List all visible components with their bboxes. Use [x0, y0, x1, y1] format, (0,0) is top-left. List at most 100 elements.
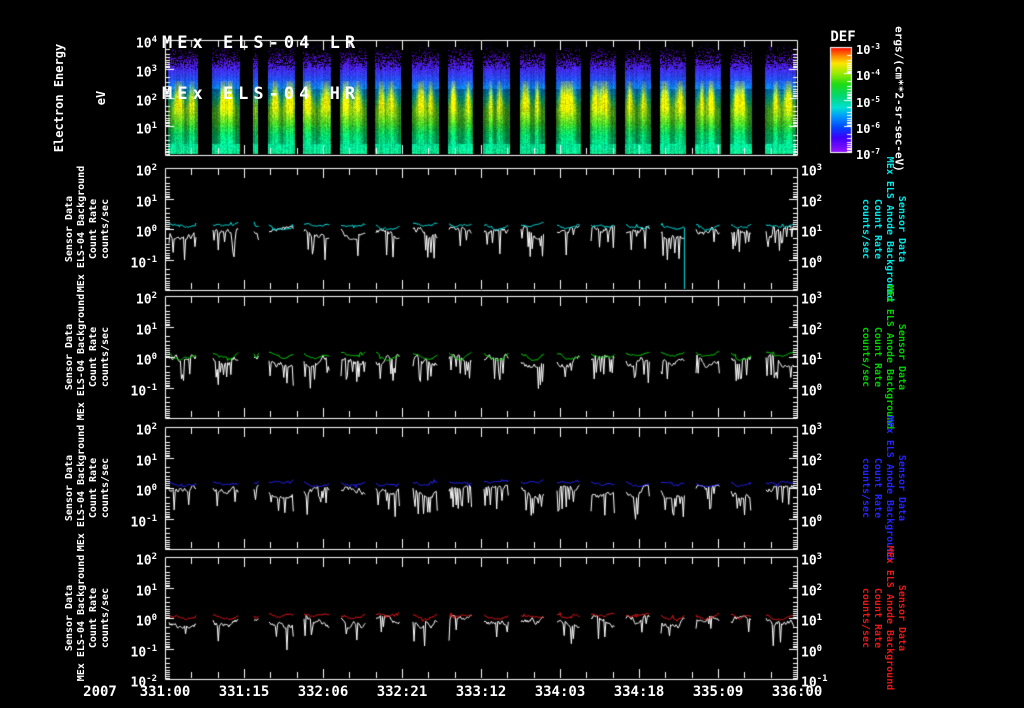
ytick-spectrogram-10e3: 103	[135, 63, 157, 81]
ytick-right-panel1-10e1: 101	[801, 224, 823, 241]
axis-label-line: MEx ELS-04 Background	[76, 554, 87, 682]
xtick-331:15: 331:15	[218, 684, 270, 700]
ytick-left-panel4-10e2: 102	[135, 552, 157, 569]
ytick-spectrogram-10e4: 104	[135, 35, 157, 52]
ytick-right-panel4-10e0: 100	[801, 643, 823, 660]
colorbar-tick-10e-6: 10-6	[856, 120, 881, 136]
axis-label-line: MEx ELS Anode Background	[884, 415, 895, 561]
left-axis-label-panel1: Sensor Data MEx ELS-04 Background Count Ra…	[64, 166, 112, 292]
ytick-left-panel3-10e1: 101	[135, 452, 157, 469]
axis-label-line: MEx ELS Anode Background	[884, 545, 895, 691]
colorbar-tick-10e-3: 10-3	[856, 42, 881, 57]
ytick-left-panel3-10e2: 102	[135, 422, 157, 439]
axis-label-line: MEx ELS-04 Background	[76, 165, 87, 293]
axis-label-line: counts/sec	[860, 457, 871, 519]
colorbar-tick-10e-4: 10-4	[856, 68, 881, 84]
xtick-332:21: 332:21	[376, 684, 428, 700]
ytick-left-panel2-10e2: 102	[135, 291, 157, 308]
axis-label-line: MEx ELS-04 Background	[76, 424, 87, 552]
axis-label-line: counts/sec	[860, 587, 871, 649]
ytick-left-panel1-10e1: 101	[135, 193, 157, 210]
axis-label-line: MEx ELS Anode Background	[884, 284, 895, 430]
colorbar-tick-10e-5: 10-5	[856, 94, 881, 110]
right-axis-label-panel3: Sensor Data MEx ELS Anode Background Count…	[859, 416, 907, 561]
axis-label-line: Sensor Data	[64, 323, 75, 391]
left-axis-label-panel2: Sensor Data MEx ELS-04 Background Count Ra…	[64, 294, 112, 420]
axis-label-line: Count Rate	[872, 198, 883, 260]
ytick-spectrogram-10e1: 101	[135, 121, 157, 138]
ytick-right-panel2-10e0: 100	[801, 382, 823, 399]
axis-label-line: Sensor Data	[896, 584, 907, 652]
ytick-right-panel4-10e2: 102	[801, 582, 823, 599]
xtick-332:06: 332:06	[297, 684, 349, 700]
ytick-right-panel4-10e3: 103	[801, 552, 823, 569]
axis-label-line: counts/sec	[860, 198, 871, 260]
ytick-right-panel1-10e0: 100	[801, 254, 823, 271]
axis-label-line: Sensor Data	[896, 454, 907, 522]
ytick-left-panel4-10e1: 101	[135, 582, 157, 599]
y-axis-label-line: Electron Energy	[52, 43, 66, 153]
ytick-left-panel1-10e0: 100	[135, 224, 157, 241]
axis-label-line: Sensor Data	[896, 195, 907, 263]
x-axis-year-label: 2007	[83, 684, 117, 700]
ytick-right-panel3-10e2: 102	[801, 452, 823, 469]
axis-label-line: counts/sec	[100, 326, 111, 388]
axis-label-line: Count Rate	[88, 198, 99, 260]
colorbar-tick-10e-7: 10-7	[856, 147, 881, 162]
axis-label-line: Count Rate	[88, 587, 99, 649]
ytick-right-panel1-10e2: 102	[801, 193, 823, 210]
xtick-334:03: 334:03	[534, 684, 586, 700]
left-axis-label-panel4: Sensor Data MEx ELS-04 Background Count Ra…	[64, 555, 112, 681]
xtick-334:18: 334:18	[613, 684, 665, 700]
ytick-left-panel4-10e-1: 10-1	[130, 643, 158, 660]
ytick-left-panel4-10e-2: 10-2	[130, 674, 158, 691]
axis-label-line: Count Rate	[88, 326, 99, 388]
right-axis-label-panel4: Sensor Data MEx ELS Anode Background Count…	[859, 546, 907, 691]
ytick-left-panel2-10e0: 100	[135, 352, 157, 369]
ytick-right-panel3-10e3: 103	[801, 422, 823, 439]
colorbar-title: DEF	[830, 29, 856, 45]
ytick-spectrogram-10e2: 102	[135, 92, 157, 109]
right-axis-label-panel1: Sensor Data MEx ELS Anode Background Count…	[859, 157, 907, 302]
plot-title-block: MEx ELS-04 LR MEx ELS-04 HR	[162, 1, 360, 137]
plot-title-lr: MEx ELS-04 LR	[162, 33, 361, 53]
ytick-right-panel1-10e3: 103	[801, 163, 823, 180]
ytick-right-panel2-10e2: 102	[801, 321, 823, 338]
colorbar-units-label: ergs/(cm**2-sr-sec-eV)	[892, 26, 906, 172]
ytick-left-panel1-10e2: 102	[135, 163, 157, 180]
xtick-336:00: 336:00	[771, 684, 823, 700]
axis-label-line: Sensor Data	[64, 584, 75, 652]
ytick-right-panel2-10e3: 103	[801, 291, 823, 308]
axis-label-line: MEx ELS-04 Background	[76, 293, 87, 421]
axis-label-line: counts/sec	[100, 198, 111, 260]
axis-label-line: Sensor Data	[896, 323, 907, 391]
ytick-left-panel3-10e-1: 10-1	[130, 513, 158, 530]
left-axis-label-panel3: Sensor Data MEx ELS-04 Background Count Ra…	[64, 425, 112, 551]
ytick-right-panel2-10e1: 101	[801, 352, 823, 369]
axis-label-line: Count Rate	[872, 457, 883, 519]
ytick-right-panel3-10e0: 100	[801, 513, 823, 530]
ytick-left-panel2-10e-1: 10-1	[130, 382, 158, 399]
ytick-left-panel1-10e-1: 10-1	[130, 254, 158, 271]
axis-label-line: counts/sec	[100, 457, 111, 519]
ytick-right-panel4-10e-1: 10-1	[801, 674, 828, 691]
plot-title-hr: MEx ELS-04 HR	[162, 84, 361, 104]
xtick-331:00: 331:00	[139, 684, 191, 700]
axis-label-line: Count Rate	[88, 457, 99, 519]
axis-label-line: counts/sec	[100, 587, 111, 649]
ytick-right-panel4-10e1: 101	[801, 613, 823, 630]
ytick-left-panel4-10e0: 100	[135, 613, 157, 630]
axis-label-line: counts/sec	[860, 326, 871, 388]
ytick-left-panel2-10e1: 101	[135, 321, 157, 338]
right-axis-label-panel2: Sensor Data MEx ELS Anode Background Count…	[859, 285, 907, 430]
ytick-left-panel3-10e0: 100	[135, 483, 157, 500]
axis-label-line: Count Rate	[872, 587, 883, 649]
axis-label-line: Count Rate	[872, 326, 883, 388]
axis-label-line: MEx ELS Anode Background	[884, 156, 895, 302]
xtick-333:12: 333:12	[455, 684, 507, 700]
axis-label-line: Sensor Data	[64, 454, 75, 522]
axis-label-line: Sensor Data	[64, 195, 75, 263]
xtick-335:09: 335:09	[692, 684, 744, 700]
